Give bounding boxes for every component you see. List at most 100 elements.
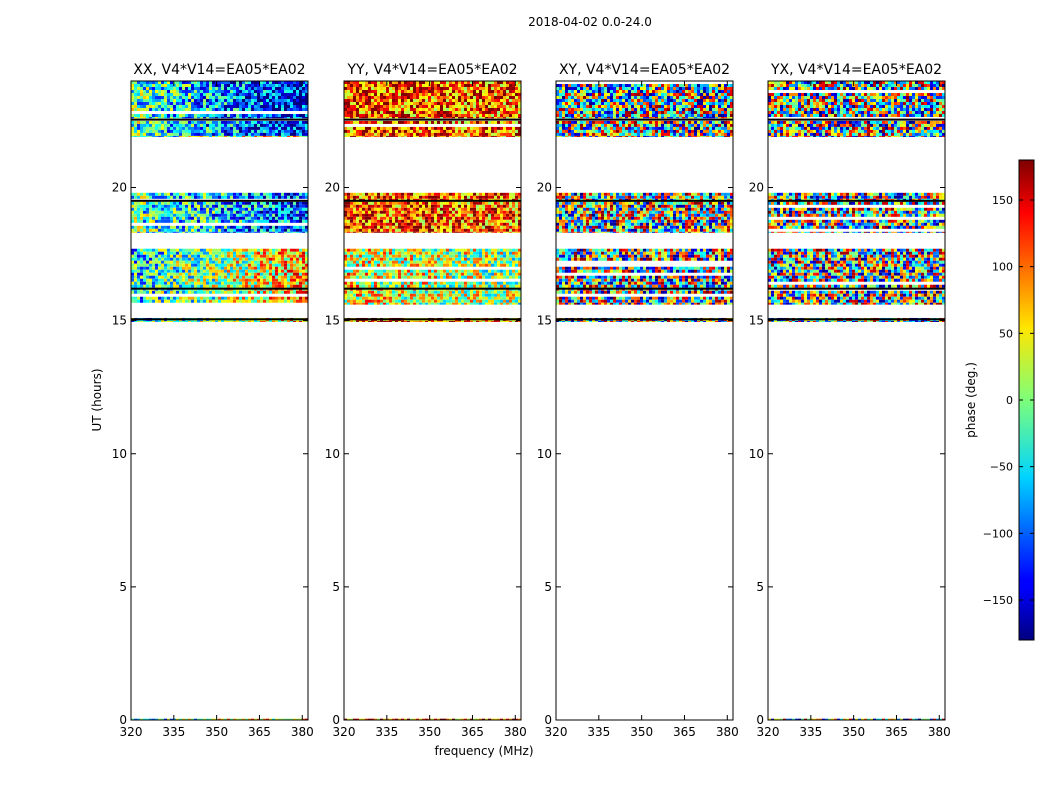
heatmap-cell	[479, 102, 482, 105]
heatmap-cell	[167, 281, 170, 285]
heatmap-cell	[221, 207, 224, 211]
heatmap-cell	[185, 213, 188, 217]
heatmap-cell	[251, 90, 254, 93]
heatmap-cell	[197, 102, 200, 105]
heatmap-cell	[443, 251, 446, 255]
heatmap-cell	[212, 296, 215, 300]
heatmap-cell	[164, 126, 167, 130]
heatmap-cell	[197, 84, 200, 87]
heatmap-cell	[287, 117, 290, 119]
heatmap-cell	[236, 96, 239, 99]
heatmap-cell	[290, 228, 293, 232]
heatmap-cell	[236, 192, 239, 196]
heatmap-cell	[266, 257, 269, 261]
heatmap-cell	[353, 225, 356, 229]
heatmap-cell	[299, 210, 302, 214]
heatmap-cell	[506, 135, 509, 137]
heatmap-cell	[194, 123, 197, 127]
heatmap-cell	[380, 201, 383, 205]
heatmap-cell	[290, 266, 293, 270]
heatmap-cell	[194, 320, 197, 322]
heatmap-cell	[416, 251, 419, 255]
heatmap-cell	[293, 281, 296, 285]
heatmap-cell	[416, 120, 419, 124]
heatmap-cell	[470, 231, 473, 233]
heatmap-cell	[284, 213, 287, 217]
heatmap-cell	[188, 204, 191, 208]
heatmap-cell	[221, 81, 224, 84]
heatmap-cell	[284, 132, 287, 136]
heatmap-cell	[158, 290, 161, 294]
heatmap-cell	[215, 284, 218, 288]
heatmap-cell	[275, 207, 278, 211]
heatmap-cell	[134, 129, 137, 133]
heatmap-cell	[272, 299, 275, 303]
heatmap-cell	[452, 99, 455, 102]
heatmap-cell	[215, 126, 218, 130]
heatmap-cell	[167, 284, 170, 288]
heatmap-cell	[266, 93, 269, 96]
heatmap-cell	[137, 204, 140, 208]
heatmap-cell	[467, 114, 470, 117]
heatmap-cell	[179, 216, 182, 220]
heatmap-cell	[509, 132, 512, 136]
heatmap-cell	[479, 231, 482, 233]
heatmap-cell	[269, 225, 272, 229]
heatmap-cell	[215, 266, 218, 270]
heatmap-cell	[278, 117, 281, 119]
heatmap-cell	[464, 216, 467, 220]
heatmap-cell	[380, 248, 383, 252]
heatmap-cell	[182, 201, 185, 205]
heatmap-cell	[404, 120, 407, 124]
heatmap-cell	[494, 201, 497, 205]
heatmap-cell	[275, 93, 278, 96]
heatmap-cell	[260, 225, 263, 229]
heatmap-cell	[170, 290, 173, 294]
heatmap-cell	[218, 207, 221, 211]
heatmap-cell	[149, 251, 152, 255]
heatmap-cell	[452, 219, 455, 223]
heatmap-cell	[392, 105, 395, 108]
heatmap-cell	[296, 117, 299, 119]
heatmap-cell	[305, 108, 308, 111]
heatmap-cell	[248, 93, 251, 96]
heatmap-cell	[509, 126, 512, 130]
heatmap-cell	[290, 114, 293, 117]
heatmap-cell	[368, 102, 371, 105]
heatmap-cell	[437, 120, 440, 124]
heatmap-cell	[446, 117, 449, 119]
heatmap-cell	[140, 213, 143, 217]
heatmap-cell	[392, 213, 395, 217]
heatmap-cell	[266, 263, 269, 267]
heatmap-cell	[260, 284, 263, 288]
heatmap-cell	[185, 81, 188, 84]
heatmap-cell	[140, 195, 143, 199]
heatmap-cell	[194, 90, 197, 93]
heatmap-cell	[191, 192, 194, 196]
heatmap-cell	[221, 195, 224, 199]
heatmap-cell	[191, 195, 194, 199]
heatmap-cell	[284, 219, 287, 223]
heatmap-cell	[251, 228, 254, 232]
heatmap-cell	[437, 105, 440, 108]
heatmap-cell	[236, 281, 239, 285]
heatmap-cell	[167, 192, 170, 196]
heatmap-cell	[149, 269, 152, 273]
heatmap-cell	[224, 320, 227, 322]
heatmap-cell	[380, 219, 383, 223]
heatmap-cell	[506, 251, 509, 255]
heatmap-cell	[467, 228, 470, 232]
heatmap-cell	[296, 132, 299, 136]
heatmap-cell	[170, 251, 173, 255]
heatmap-cell	[470, 117, 473, 119]
heatmap-cell	[173, 231, 176, 233]
heatmap-cell	[242, 251, 245, 255]
heatmap-cell	[419, 114, 422, 117]
flag-line	[131, 118, 308, 121]
heatmap-cell	[485, 213, 488, 217]
heatmap-cell	[278, 260, 281, 264]
heatmap-cell	[443, 213, 446, 217]
heatmap-cell	[170, 225, 173, 229]
heatmap-cell	[368, 117, 371, 119]
heatmap-cell	[347, 228, 350, 232]
